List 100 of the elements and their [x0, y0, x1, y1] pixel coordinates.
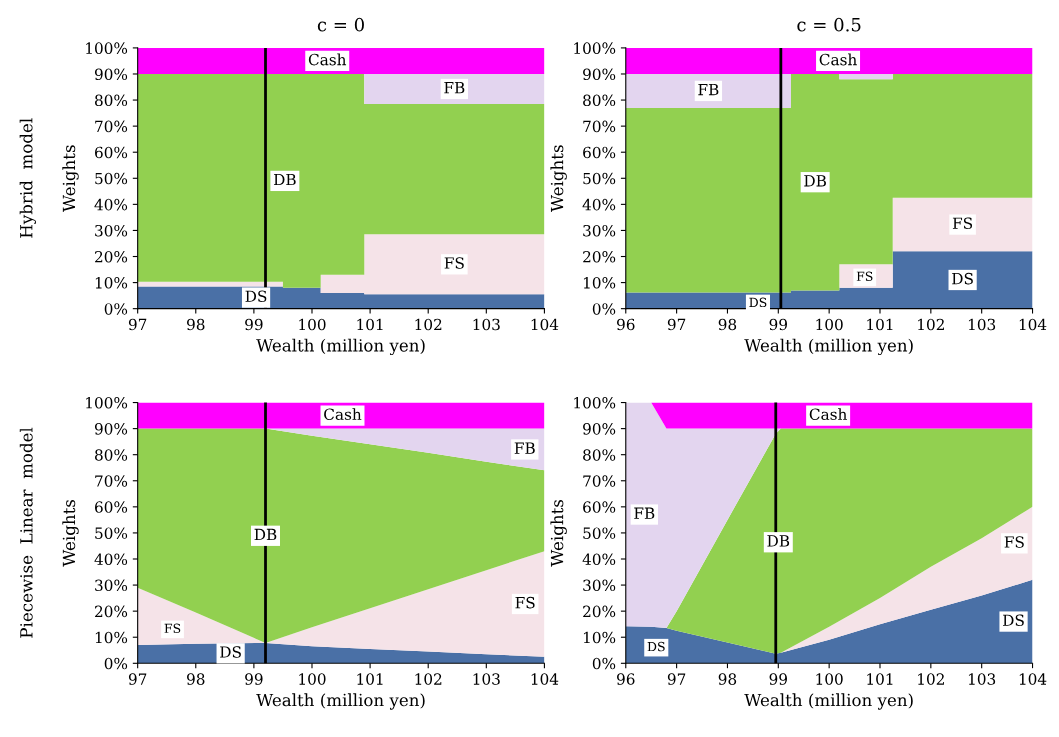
- y-tick-label: 40%: [94, 553, 128, 566]
- series-label: FS: [444, 257, 464, 269]
- y-tick-label: 40%: [582, 198, 616, 211]
- y-tick-label: 100%: [86, 397, 128, 409]
- y-tick-label: 90%: [583, 423, 616, 435]
- y-tick-label: 60%: [95, 501, 128, 513]
- y-tick-label: 90%: [94, 68, 128, 80]
- y-tick-label: 90%: [583, 68, 616, 80]
- series-label: DB: [804, 175, 826, 187]
- annotation: FS: [856, 271, 873, 281]
- y-tick-label: 20%: [95, 605, 128, 618]
- x-tick-label: 98: [718, 318, 737, 331]
- series-label: DB: [767, 535, 790, 547]
- x-tick-label: 102: [918, 673, 944, 685]
- y-tick-label: 80%: [583, 94, 616, 107]
- series-label: DS: [952, 272, 973, 285]
- y-tick-label: 70%: [95, 120, 128, 133]
- x-tick-label: 102: [918, 318, 944, 331]
- y-tick-label: 20%: [583, 605, 616, 618]
- annotation: DS: [749, 297, 767, 308]
- y-tick-label: 60%: [95, 146, 128, 159]
- series-label: FS: [952, 217, 973, 229]
- y-tick-label: 80%: [95, 449, 128, 461]
- y-tick-label: 20%: [583, 250, 616, 263]
- x-tick-label: 97: [667, 318, 686, 331]
- x-tick-label: 96: [617, 673, 635, 685]
- text: Piecewise Linear model: [19, 427, 33, 638]
- x-tick-label: 101: [357, 318, 383, 331]
- y-tick-label: 70%: [583, 120, 616, 133]
- y-tick-label: 50%: [95, 527, 128, 539]
- x-tick-label: 102: [415, 318, 442, 331]
- series-label: DB: [254, 528, 277, 540]
- y-tick-label: 90%: [94, 423, 128, 435]
- y-tick-label: 20%: [95, 250, 128, 263]
- y-tick-label: 10%: [583, 277, 616, 289]
- series-label: FS: [1004, 536, 1024, 548]
- series-label: DS: [245, 290, 267, 303]
- x-tick-label: 99: [769, 318, 787, 331]
- y-tick-label: 100%: [574, 42, 616, 54]
- y-tick-label: 50%: [95, 172, 128, 185]
- x-axis-title: Wealth (million yen): [744, 693, 913, 710]
- series-label: Cash: [809, 408, 847, 421]
- x-axis-title: Wealth (million yen): [256, 693, 425, 710]
- y-tick-label: 50%: [583, 527, 616, 539]
- x-tick-label: 100: [816, 318, 843, 331]
- x-tick-label: 97: [667, 673, 686, 685]
- x-tick-label: 100: [299, 318, 326, 331]
- y-axis-title: Weights: [550, 499, 567, 567]
- y-tick-label: 40%: [94, 198, 128, 211]
- x-tick-label: 103: [473, 673, 500, 685]
- x-tick-label: 101: [867, 673, 893, 685]
- y-tick-label: 80%: [95, 94, 128, 107]
- series-label: FB: [444, 82, 465, 94]
- y-tick-label: 60%: [583, 501, 616, 513]
- series-label: DS: [1003, 614, 1024, 627]
- x-tick-label: 100: [299, 673, 326, 685]
- y-tick-label: 70%: [95, 475, 128, 487]
- x-tick-label: 104: [531, 318, 559, 331]
- x-axis-title: Wealth (million yen): [256, 338, 425, 356]
- x-tick-label: 101: [867, 318, 893, 331]
- series-label: Cash: [819, 53, 857, 66]
- chart-title: c = 0: [317, 17, 364, 32]
- series-label: Cash: [308, 53, 347, 66]
- y-tick-label: 30%: [583, 579, 616, 592]
- x-tick-label: 100: [816, 673, 843, 685]
- y-tick-label: 30%: [95, 224, 128, 237]
- y-tick-label: 40%: [582, 553, 616, 566]
- x-tick-label: 99: [245, 673, 263, 685]
- x-tick-label: 99: [769, 673, 787, 685]
- y-tick-label: 70%: [583, 475, 616, 487]
- x-tick-label: 98: [187, 318, 205, 331]
- x-tick-label: 102: [415, 673, 442, 685]
- series-label: DS: [220, 646, 241, 658]
- y-tick-label: 30%: [583, 224, 616, 237]
- y-tick-label: 60%: [583, 146, 616, 159]
- x-tick-label: 97: [128, 673, 147, 685]
- y-tick-label: 0%: [104, 303, 128, 315]
- series-label: Cash: [324, 408, 362, 421]
- x-tick-label: 104: [531, 673, 559, 685]
- x-tick-label: 104: [1019, 318, 1047, 331]
- y-tick-label: 10%: [95, 631, 128, 644]
- y-axis-title: Weights: [62, 145, 79, 213]
- series-label: DB: [273, 173, 296, 186]
- annotation: FS: [164, 623, 181, 634]
- y-tick-label: 10%: [583, 631, 616, 644]
- x-tick-label: 97: [128, 318, 147, 331]
- x-tick-label: 101: [357, 673, 383, 685]
- series-label: FS: [515, 596, 535, 609]
- x-tick-label: 99: [245, 318, 263, 331]
- y-tick-label: 0%: [104, 657, 128, 670]
- x-tick-label: 103: [968, 673, 996, 685]
- x-tick-label: 103: [473, 318, 500, 331]
- series-label: FB: [634, 507, 655, 519]
- y-tick-label: 10%: [95, 277, 128, 289]
- annotation: DS: [647, 641, 665, 652]
- x-tick-label: 98: [718, 673, 737, 685]
- series-label: FB: [698, 84, 719, 96]
- y-tick-label: 100%: [86, 42, 128, 54]
- y-tick-label: 30%: [95, 579, 128, 592]
- y-axis-title: Weights: [62, 499, 79, 567]
